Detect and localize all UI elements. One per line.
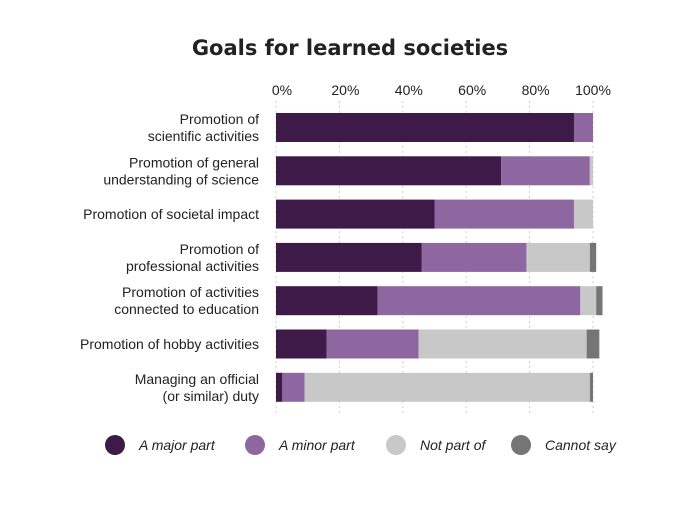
bar-segment — [304, 372, 590, 402]
x-tick-label: 60% — [458, 82, 486, 98]
bar-segment — [434, 199, 574, 229]
category-label: professional activities — [126, 258, 259, 274]
bar-segment — [596, 286, 603, 316]
bar-segment — [573, 199, 593, 229]
legend-swatch — [245, 435, 265, 455]
bar-segment — [276, 199, 435, 229]
x-tick-label: 0% — [272, 82, 292, 98]
bar-segment — [589, 372, 593, 402]
legend-label: A minor part — [278, 437, 356, 453]
bar-segment — [276, 329, 327, 359]
bars-layer — [276, 113, 603, 402]
legend-label: A major part — [138, 437, 216, 453]
legend-swatch — [105, 435, 125, 455]
category-label: scientific activities — [148, 128, 259, 144]
category-label: Promotion of general — [129, 154, 259, 170]
legend-label: Not part of — [420, 437, 487, 453]
bar-segment — [276, 242, 422, 272]
category-label: connected to education — [114, 301, 259, 317]
x-tick-label: 20% — [331, 82, 359, 98]
bar-segment — [418, 329, 587, 359]
x-tick-label: 80% — [522, 82, 550, 98]
legend: A major part A minor part Not part of Canno… — [105, 435, 617, 455]
x-tick-labels: 0% 20% 40% 60% 80% 100% — [272, 82, 611, 98]
bar-segment — [580, 286, 597, 316]
bar-segment — [326, 329, 419, 359]
bar-segment — [377, 286, 581, 316]
bar-segment — [589, 156, 593, 186]
bar-segment — [526, 242, 590, 272]
bar-segment — [276, 286, 378, 316]
bar-segment — [586, 329, 600, 359]
category-label: Promotion of activities — [122, 284, 259, 300]
bar-segment — [501, 156, 590, 186]
legend-swatch — [511, 435, 531, 455]
bar-segment — [276, 113, 574, 142]
category-label: (or similar) duty — [163, 388, 259, 404]
category-label: Managing an official — [135, 371, 259, 387]
category-label: Promotion of — [180, 111, 259, 127]
bar-segment — [589, 242, 597, 272]
x-tick-label: 100% — [575, 82, 611, 98]
category-label: Promotion of hobby activities — [80, 336, 259, 352]
bar-segment — [421, 242, 527, 272]
legend-label: Cannot say — [545, 437, 617, 453]
category-label: understanding of science — [103, 171, 259, 187]
bar-segment — [282, 372, 305, 402]
chart-title: Goals for learned societies — [191, 36, 509, 60]
bar-segment — [276, 156, 502, 186]
bar-segment — [573, 113, 593, 142]
bar-segment — [276, 372, 283, 402]
category-label: Promotion of — [180, 241, 259, 257]
x-tick-label: 40% — [395, 82, 423, 98]
category-label: Promotion of societal impact — [83, 206, 259, 222]
legend-swatch — [386, 435, 406, 455]
